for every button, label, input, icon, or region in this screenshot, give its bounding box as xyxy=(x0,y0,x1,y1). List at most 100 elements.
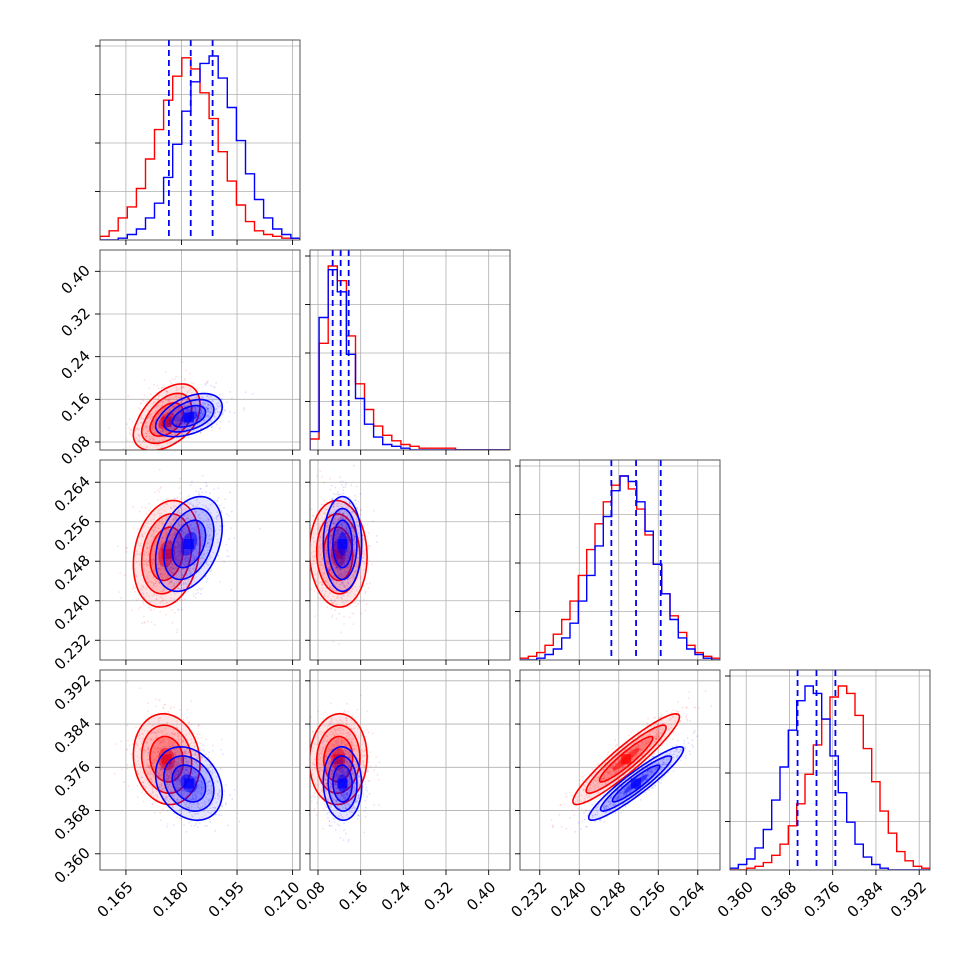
contour-red xyxy=(132,499,201,608)
panel-3-3: 0.360 0.368 0.376 0.384 0.392 xyxy=(714,669,931,921)
axes-frame xyxy=(99,249,301,451)
x-tick-label: 0.195 xyxy=(205,878,248,921)
y-tick-label: 0.240 xyxy=(51,591,94,634)
axes-frame xyxy=(99,459,301,661)
x-tick-label: 0.264 xyxy=(665,878,708,921)
panel-0-0 xyxy=(95,39,301,245)
density-peak-red xyxy=(333,548,344,559)
contour-red xyxy=(132,713,201,806)
y-tick-label: 0.384 xyxy=(51,714,94,757)
contour-blue xyxy=(154,392,224,438)
contour-blue xyxy=(332,519,353,569)
contour-blue xyxy=(327,755,358,812)
x-tick-label: 0.08 xyxy=(292,878,328,914)
x-tick-label: 0.240 xyxy=(547,878,590,921)
x-tick-label: 0.368 xyxy=(757,878,800,921)
contour-blue xyxy=(154,745,223,822)
panel-1-1 xyxy=(305,249,511,455)
density-peak-red xyxy=(621,754,632,765)
x-tick-label: 0.180 xyxy=(149,878,192,921)
contour-blue xyxy=(171,764,207,803)
contour-blue xyxy=(327,507,358,581)
x-tick-label: 0.24 xyxy=(378,878,414,914)
axes-frame xyxy=(309,249,511,451)
histogram-blue xyxy=(730,685,930,870)
y-tick-label: 0.40 xyxy=(57,261,93,297)
y-tick-label: 0.232 xyxy=(51,630,94,673)
axes-frame xyxy=(519,459,721,661)
axes-frame xyxy=(309,459,511,661)
x-tick-label: 0.384 xyxy=(844,878,887,921)
x-tick-label: 0.248 xyxy=(586,878,629,921)
y-tick-label: 0.392 xyxy=(51,671,94,714)
x-tick-label: 0.16 xyxy=(335,878,371,914)
contour-blue xyxy=(171,519,207,569)
contour-red xyxy=(310,499,368,608)
y-tick-label: 0.248 xyxy=(51,551,94,594)
contour-red xyxy=(149,735,185,783)
contour-blue xyxy=(171,404,207,428)
contour-blue xyxy=(332,764,353,803)
axes-frame xyxy=(519,669,721,871)
density-peak-red xyxy=(333,754,344,765)
contour-blue xyxy=(163,507,215,581)
y-tick-label: 0.24 xyxy=(57,347,93,383)
contour-blue xyxy=(587,746,685,821)
contour-blue xyxy=(599,755,673,812)
density-peak-blue xyxy=(631,778,641,789)
density-peak-blue xyxy=(183,412,194,423)
density-peak-blue xyxy=(337,778,348,789)
contour-blue xyxy=(322,746,363,821)
contour-red xyxy=(132,383,201,450)
y-tick-label: 0.360 xyxy=(51,844,94,887)
contour-red xyxy=(140,392,193,445)
contour-red xyxy=(572,712,681,806)
x-tick-label: 0.392 xyxy=(887,878,930,921)
contour-red xyxy=(598,735,654,783)
panel-1-0: 0.08 0.16 0.24 0.32 0.40 xyxy=(57,249,301,468)
histogram-blue xyxy=(100,55,300,240)
y-tick-label: 0.256 xyxy=(51,512,94,555)
x-tick-label: 0.376 xyxy=(800,878,843,921)
panel-2-2 xyxy=(515,459,721,665)
y-tick-label: 0.368 xyxy=(51,801,94,844)
contour-blue xyxy=(611,764,661,803)
density-peak-red xyxy=(161,548,172,559)
contour-blue xyxy=(163,755,215,812)
histogram-red xyxy=(730,685,930,870)
histogram-red xyxy=(310,265,510,450)
density-peak-red xyxy=(161,754,172,765)
histogram-red xyxy=(100,57,300,240)
x-tick-label: 0.165 xyxy=(94,878,137,921)
panel-3-1: 0.08 0.16 0.24 0.32 0.40 xyxy=(292,669,511,914)
x-tick-label: 0.256 xyxy=(626,878,669,921)
contour-blue xyxy=(163,398,215,433)
y-tick-label: 0.08 xyxy=(57,432,93,468)
density-peak-blue xyxy=(183,539,194,549)
panel-3-0: 0.165 0.180 0.195 0.2100.3600.3680.3760.384… xyxy=(51,669,303,921)
density-peak-blue xyxy=(337,539,348,549)
histogram-blue xyxy=(310,269,510,450)
x-tick-label: 0.360 xyxy=(714,878,757,921)
contour-red xyxy=(149,401,185,437)
contour-red xyxy=(315,724,361,794)
axes-frame xyxy=(99,669,301,871)
axes-frame xyxy=(99,39,301,241)
y-tick-label: 0.32 xyxy=(57,304,93,340)
contour-blue xyxy=(322,495,363,593)
density-peak-blue xyxy=(183,778,194,789)
axes-frame xyxy=(309,669,511,871)
y-tick-label: 0.264 xyxy=(51,472,94,515)
x-tick-label: 0.32 xyxy=(420,878,456,914)
density-peak-red xyxy=(161,416,172,427)
x-tick-label: 0.232 xyxy=(507,878,550,921)
histogram-blue xyxy=(520,475,720,660)
histogram-red xyxy=(520,475,720,660)
contour-red xyxy=(310,713,368,806)
y-tick-label: 0.16 xyxy=(57,389,93,425)
panel-2-1 xyxy=(305,459,511,665)
contour-blue xyxy=(154,495,224,593)
